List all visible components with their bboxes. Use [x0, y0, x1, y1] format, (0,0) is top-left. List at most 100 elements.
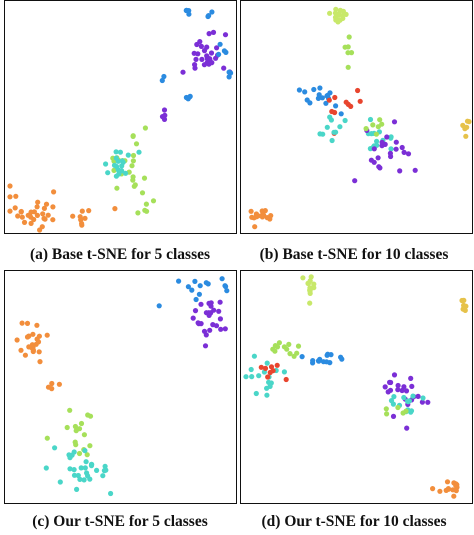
- scatter-point-yellow-green: [332, 10, 339, 16]
- scatter-point-blue: [156, 303, 162, 309]
- scatter-point-orange: [34, 204, 40, 210]
- scatter-point-light-green: [377, 117, 383, 123]
- scatter-point-cyan: [251, 353, 257, 359]
- scatter-point-cyan: [67, 455, 73, 461]
- scatter-point-purple: [403, 388, 410, 394]
- scatter-point-cyan: [100, 473, 106, 479]
- scatter-point-purple: [405, 151, 412, 157]
- scatter-point-blue: [302, 89, 308, 95]
- scatter-point-orange: [445, 486, 451, 492]
- scatter-point-blue: [324, 352, 330, 358]
- scatter-point-purple: [218, 326, 224, 332]
- scatter-point-purple: [213, 55, 219, 61]
- scatter-point-light-green: [274, 344, 281, 350]
- scatter-point-cyan: [103, 161, 109, 167]
- scatter-point-orange: [82, 215, 88, 221]
- scatter-point-red: [357, 98, 363, 104]
- scatter-point-orange: [36, 349, 42, 355]
- scatter-point-purple: [397, 168, 403, 174]
- plot-frame-d: [240, 270, 473, 504]
- scatter-plot-c: [14, 276, 230, 497]
- scatter-point-orange: [51, 189, 57, 195]
- scatter-point-cyan: [267, 383, 273, 389]
- scatter-point-orange: [430, 486, 436, 492]
- scatter-point-purple: [199, 56, 205, 63]
- scatter-point-yellow: [459, 297, 465, 304]
- scatter-point-orange: [437, 488, 443, 494]
- scatter-point-orange: [79, 220, 85, 227]
- scatter-point-blue: [307, 100, 313, 106]
- caption-a: (a) Base t-SNE for 5 classes: [29, 246, 211, 263]
- scatter-point-blue: [324, 359, 330, 365]
- scatter-point-purple: [388, 153, 394, 160]
- scatter-point-light-green: [287, 351, 293, 357]
- scatter-point-blue: [328, 352, 334, 358]
- scatter-point-orange: [18, 208, 24, 215]
- scatter-point-purple: [193, 56, 199, 63]
- scatter-point-blue: [219, 276, 225, 282]
- scatter-point-light-green: [139, 190, 146, 196]
- scatter-point-purple: [197, 39, 203, 45]
- scatter-point-orange: [249, 214, 255, 220]
- scatter-point-yellow-green: [300, 275, 306, 281]
- scatter-point-orange: [451, 493, 457, 499]
- plot-frame-a: [4, 0, 237, 234]
- scatter-point-orange: [86, 208, 92, 214]
- scatter-point-light-green: [142, 207, 148, 213]
- scatter-point-light-green: [135, 210, 141, 216]
- scatter-point-purple: [409, 383, 415, 389]
- scatter-point-light-green: [76, 450, 83, 457]
- scatter-point-cyan: [89, 461, 95, 467]
- caption-d: (d) Our t-SNE for 10 classes: [261, 513, 447, 530]
- scatter-point-blue: [205, 13, 212, 19]
- scatter-point-cyan: [420, 395, 426, 401]
- scatter-point-orange: [44, 332, 50, 338]
- scatter-point-purple: [208, 50, 215, 56]
- scatter-point-light-green: [129, 163, 135, 169]
- scatter-point-purple: [399, 387, 405, 394]
- scatter-point-purple: [161, 107, 168, 113]
- scatter-point-orange: [37, 359, 43, 365]
- scatter-point-yellow-green: [332, 14, 339, 20]
- scatter-point-purple: [192, 65, 198, 71]
- scatter-point-blue: [224, 288, 230, 294]
- scatter-point-purple: [375, 155, 381, 161]
- scatter-point-light-green: [342, 44, 348, 50]
- scatter-point-yellow-green: [337, 7, 343, 13]
- scatter-point-purple: [210, 322, 216, 328]
- scatter-point-orange: [42, 216, 48, 222]
- scatter-point-purple: [371, 159, 377, 165]
- scatter-point-cyan: [105, 170, 111, 176]
- scatter-point-orange: [45, 384, 52, 390]
- scatter-point-blue: [196, 291, 202, 297]
- scatter-point-light-green: [384, 411, 390, 417]
- scatter-point-cyan: [120, 159, 126, 165]
- scatter-point-purple: [393, 139, 399, 145]
- scatter-point-blue: [185, 96, 191, 102]
- scatter-point-cyan: [136, 149, 142, 155]
- scatter-point-light-green: [130, 174, 136, 180]
- scatter-point-purple: [377, 165, 383, 171]
- caption-c: (c) Our t-SNE for 5 classes: [32, 513, 208, 530]
- plot-frame-c: [4, 270, 237, 504]
- scatter-point-red: [267, 369, 273, 376]
- scatter-point-cyan: [388, 134, 394, 140]
- scatter-point-cyan: [113, 149, 119, 155]
- scatter-point-blue: [161, 73, 167, 80]
- scatter-point-purple: [399, 144, 405, 151]
- scatter-point-orange: [7, 183, 13, 189]
- scatter-point-cyan: [78, 465, 84, 471]
- scatter-point-orange: [252, 224, 258, 230]
- plot-frame-b: [240, 0, 473, 234]
- scatter-point-light-green: [133, 141, 140, 147]
- scatter-point-red: [332, 109, 338, 116]
- scatter-point-yellow-green: [343, 11, 349, 17]
- scatter-point-cyan: [84, 470, 90, 476]
- scatter-point-blue: [185, 284, 191, 290]
- scatter-point-orange: [21, 219, 28, 225]
- scatter-point-light-green: [130, 152, 137, 159]
- scatter-point-purple: [208, 300, 214, 306]
- scatter-point-cyan: [327, 114, 333, 120]
- scatter-point-cyan: [367, 116, 374, 123]
- scatter-point-cyan: [317, 131, 323, 137]
